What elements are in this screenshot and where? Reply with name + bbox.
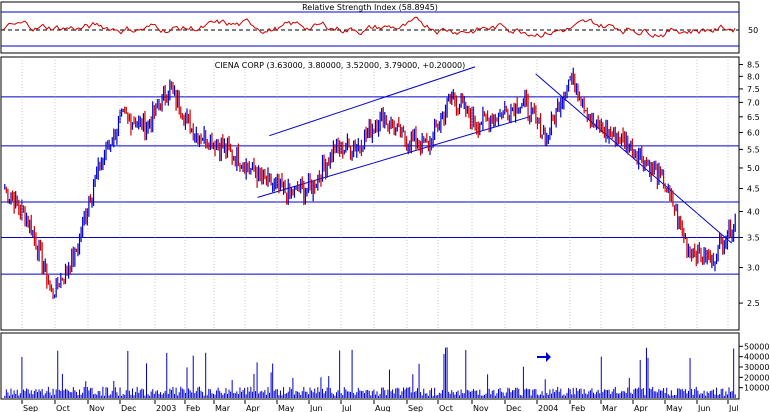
volume-tick-label: 50000	[744, 342, 769, 351]
rsi-line	[2, 16, 736, 38]
x-tick-label: Feb	[571, 404, 585, 412]
price-tick-label: 7.5	[747, 85, 760, 94]
x-tick-label: Jul	[341, 404, 352, 412]
x-tick-label: Apr	[246, 404, 261, 412]
x-tick-label: Dec	[506, 404, 521, 412]
price-tick-label: 8.0	[747, 72, 760, 81]
x-tick-label: Oct	[56, 404, 70, 412]
price-axis: 8.5 8.0 7.5 7.0 6.5 6.0 5.5 5.0 4.5 4.0 3.5 3.0 2.5	[21, 57, 760, 330]
x-tick-label: Aug	[375, 404, 391, 412]
trendline	[269, 66, 476, 137]
price-tick-label: 3.0	[747, 264, 760, 273]
x-tick-label: Nov	[89, 404, 105, 412]
trendline	[257, 116, 530, 198]
rsi-tick-50: 50	[748, 26, 758, 35]
price-title: CIENA CORP (3.63000, 3.80000, 3.52000, 3…	[215, 61, 466, 70]
volume-tick-label: 30000	[744, 363, 769, 372]
support-resistance-lines	[1, 96, 739, 275]
price-tick-label: 2.5	[747, 299, 760, 308]
x-tick-label: May	[666, 404, 683, 412]
volume-arrow-icon	[537, 352, 551, 362]
x-tick-label: 2003	[156, 404, 176, 412]
volume-frame	[0, 332, 740, 400]
trendline	[535, 73, 733, 244]
x-tick-label: Nov	[473, 404, 489, 412]
price-bars	[4, 67, 736, 300]
price-tick-label: 5.5	[747, 145, 760, 154]
price-tick-label: 6.5	[747, 113, 760, 122]
volume-tick-label: 10000	[744, 384, 769, 393]
x-tick-label: Oct	[439, 404, 453, 412]
rsi-frame	[0, 1, 740, 54]
x-tick-label: 2004	[538, 404, 558, 412]
price-tick-label: 8.5	[747, 61, 760, 70]
x-tick-label: Mar	[602, 404, 618, 412]
x-tick-label: Jun	[309, 404, 323, 412]
x-tick-label: Sep	[408, 404, 423, 412]
x-tick-label: Jun	[697, 404, 711, 412]
price-tick-label: 7.0	[747, 98, 760, 107]
x-tick-label: Jul	[728, 404, 739, 412]
price-tick-label: 6.0	[747, 128, 760, 137]
rsi-panel: Relative Strength Index (58.8945) 50	[0, 1, 758, 54]
x-tick-label: Dec	[121, 404, 136, 412]
x-tick-label: Feb	[186, 404, 200, 412]
price-frame	[0, 56, 740, 331]
price-tick-label: 5.0	[747, 164, 760, 173]
rsi-title: Relative Strength Index (58.8945)	[302, 3, 438, 12]
x-tick-label: May	[278, 404, 295, 412]
volume-tick-label: 20000	[744, 373, 769, 382]
price-tick-label: 4.0	[747, 207, 760, 216]
volume-bars	[4, 347, 736, 398]
price-tick-label: 3.5	[747, 233, 760, 242]
time-axis: Sep Oct Nov Dec 2003 Feb Mar Apr May Jun Jul Aug Sep…	[21, 400, 739, 412]
x-tick-label: Mar	[215, 404, 231, 412]
volume-tick-label: 40000	[744, 353, 769, 362]
x-tick-label: Apr	[634, 404, 649, 412]
price-tick-label: 4.5	[747, 185, 760, 194]
trendlines	[257, 66, 733, 244]
x-tick-label: Sep	[23, 404, 38, 412]
price-panel: CIENA CORP (3.63000, 3.80000, 3.52000, 3…	[0, 56, 760, 331]
